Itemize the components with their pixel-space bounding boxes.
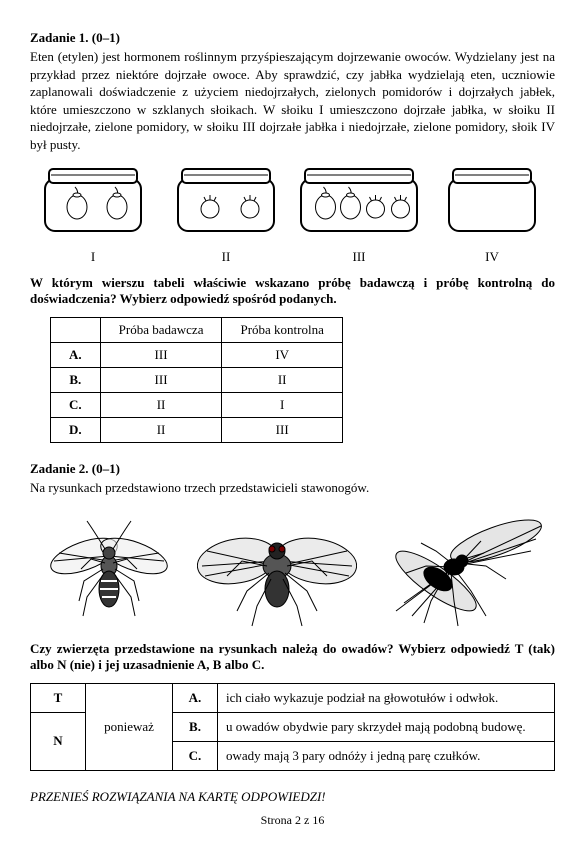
table-cell: II	[100, 418, 222, 443]
task2-question: Czy zwierzęta przedstawione na rysunkach…	[30, 641, 555, 673]
table-cell: IV	[222, 343, 342, 368]
tn-n: N	[31, 712, 86, 770]
table-cell: III	[100, 368, 222, 393]
jar-cell: II	[163, 167, 289, 265]
insect-illustration-3	[376, 511, 546, 631]
jar-roman: III	[296, 249, 422, 265]
table-row-label: B.	[51, 368, 101, 393]
page-number: Strona 2 z 16	[30, 813, 555, 828]
task2-text: Na rysunkach przedstawiono trzech przeds…	[30, 479, 555, 497]
task1-table: Próba badawcza Próba kontrolna A.IIIIV B…	[50, 317, 343, 443]
tn-letter: B.	[173, 712, 218, 741]
tn-letter: C.	[173, 741, 218, 770]
table-cell: II	[222, 368, 342, 393]
table-header: Próba kontrolna	[222, 318, 342, 343]
table-row-label: C.	[51, 393, 101, 418]
insects-row	[30, 511, 555, 631]
tn-reason: u owadów obydwie pary skrzydeł mają podo…	[218, 712, 555, 741]
jar-icon	[176, 167, 276, 237]
tn-letter: A.	[173, 683, 218, 712]
tn-reason: ich ciało wykazuje podział na głowotułów…	[218, 683, 555, 712]
tn-reason: owady mają 3 pary odnóży i jedną parę cz…	[218, 741, 555, 770]
jar-roman: I	[30, 249, 156, 265]
tn-conj: ponieważ	[86, 683, 173, 770]
jar-roman: II	[163, 249, 289, 265]
footer-instruction: PRZENIEŚ ROZWIĄZANIA NA KARTĘ ODPOWIEDZI…	[30, 789, 555, 805]
table-row-label: A.	[51, 343, 101, 368]
task2-table: T ponieważ A. ich ciało wykazuje podział…	[30, 683, 555, 771]
table-header	[51, 318, 101, 343]
table-cell: III	[222, 418, 342, 443]
task2-heading: Zadanie 2. (0–1)	[30, 461, 555, 477]
task1-question: W którym wierszu tabeli właściwie wskaza…	[30, 275, 555, 307]
jar-icon	[299, 167, 419, 237]
jars-row: I II III	[30, 167, 555, 265]
jar-icon	[447, 167, 537, 237]
jar-roman: IV	[429, 249, 555, 265]
table-cell: II	[100, 393, 222, 418]
table-row-label: D.	[51, 418, 101, 443]
jar-cell: IV	[429, 167, 555, 265]
jar-cell: III	[296, 167, 422, 265]
table-cell: III	[100, 343, 222, 368]
insect-illustration-2	[197, 511, 357, 631]
jar-icon	[43, 167, 143, 237]
table-cell: I	[222, 393, 342, 418]
table-header: Próba badawcza	[100, 318, 222, 343]
task1-text: Eten (etylen) jest hormonem roślinnym pr…	[30, 48, 555, 153]
task1-heading: Zadanie 1. (0–1)	[30, 30, 555, 46]
tn-t: T	[31, 683, 86, 712]
insect-illustration-1	[39, 511, 179, 631]
jar-cell: I	[30, 167, 156, 265]
